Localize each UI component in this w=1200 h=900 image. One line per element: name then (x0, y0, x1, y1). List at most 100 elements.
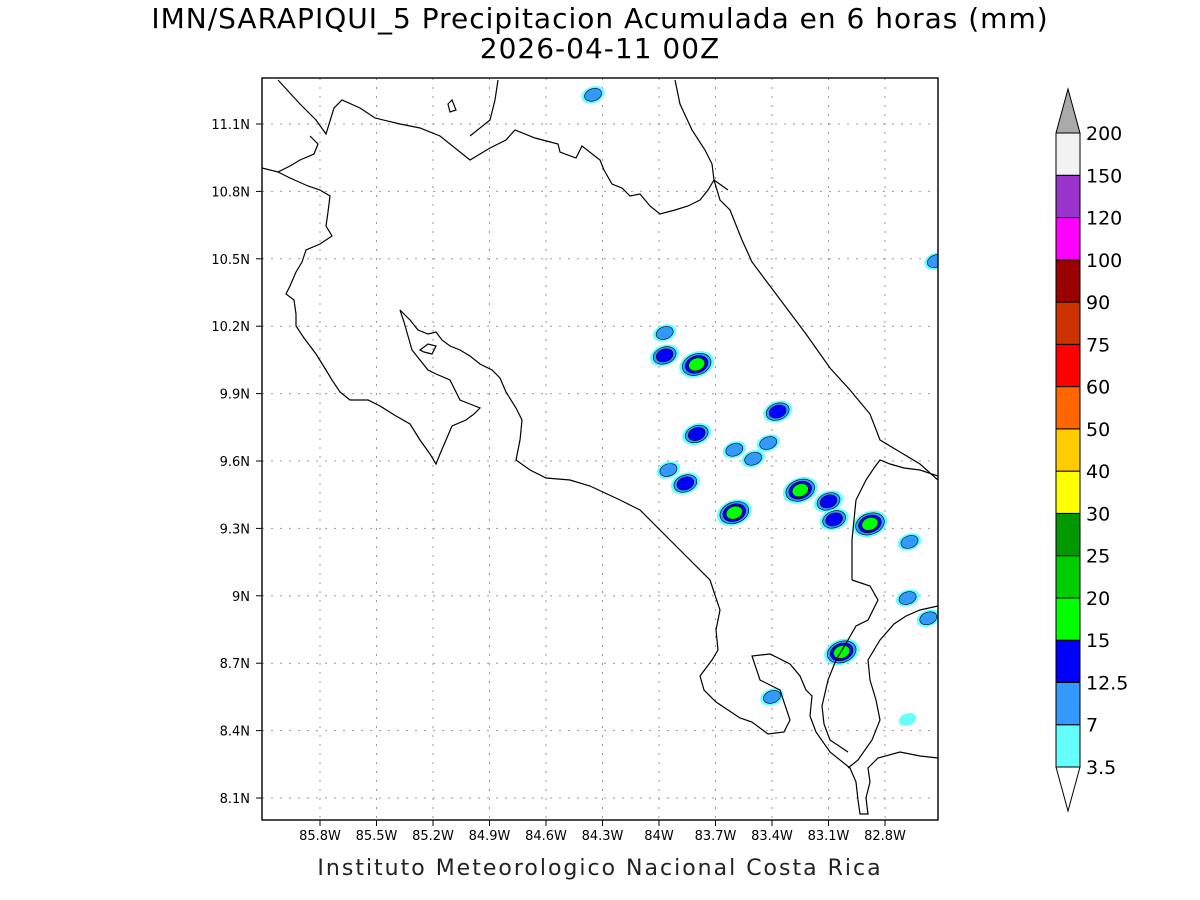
precip-cell (824, 638, 860, 666)
colorbar-level-label: 30 (1086, 503, 1110, 525)
precip-contour (688, 357, 706, 372)
colorbar-level-label: 200 (1086, 123, 1122, 145)
precip-contour (791, 483, 809, 498)
lat-tick-label: 8.1N (220, 792, 250, 807)
colorbar-level-label: 7 (1086, 715, 1098, 737)
precip-cell (813, 490, 844, 513)
precip-contour (655, 348, 674, 363)
lon-tick-label: 84.3W (582, 829, 624, 844)
colorbar-swatch (1055, 512, 1081, 557)
panama-border (851, 459, 938, 580)
precipitation-contours (581, 86, 938, 726)
latitude-axis: 11.1N 10.8N 10.5N 10.2N 9.9N 9.6N 9.3N 9N 8.7N 8.… (211, 118, 262, 807)
lon-tick-label: 85.8W (299, 829, 341, 844)
lat-tick-label: 9.9N (220, 388, 250, 403)
precip-cell (819, 508, 849, 531)
precip-cell (653, 324, 677, 342)
precip-cell (916, 609, 938, 627)
precip-contour (768, 404, 787, 419)
colorbar-swatch (1055, 681, 1081, 726)
credit-footer: Instituto Meteorologico Nacional Costa R… (317, 856, 883, 881)
colorbar-level-label: 12.5 (1086, 672, 1128, 694)
golfo-dulce-border (821, 579, 879, 753)
colorbar-swatch (1055, 555, 1081, 599)
precip-contour (759, 436, 778, 450)
precip-contour (659, 463, 678, 477)
colorbar-swatch (1055, 259, 1081, 303)
precip-cell (656, 461, 681, 479)
colorbar-swatch (1055, 724, 1081, 768)
lon-tick-label: 84.6W (525, 829, 567, 844)
colorbar-swatch (1055, 132, 1081, 176)
lon-tick-label: 83.4W (751, 829, 793, 844)
colorbar-level-label: 150 (1086, 165, 1122, 187)
lon-tick-label: 84W (644, 829, 674, 844)
coastline-borders (262, 79, 938, 815)
precip-cell (898, 712, 917, 726)
lat-tick-label: 8.4N (220, 725, 250, 740)
colorbar-level-label: 100 (1086, 250, 1122, 272)
precip-contour (819, 494, 838, 509)
colorbar: 3.5 7 12.5 15 20 25 30 40 50 60 75 90 100 120 150 200 (1055, 87, 1128, 813)
precip-contour (655, 326, 674, 340)
colorbar-level-label: 50 (1086, 419, 1110, 441)
colorbar-swatch (1055, 174, 1081, 219)
precip-cell (895, 589, 920, 607)
colorbar-level-label: 120 (1086, 208, 1122, 230)
colorbar-swatch (1055, 343, 1081, 388)
precip-contour (898, 591, 917, 605)
precip-cell (763, 400, 793, 423)
map-valid-time: 2026-04-11 00Z (479, 32, 721, 65)
map-title: IMN/SARAPIQUI_5 Precipitacion Acumulada … (151, 2, 1049, 35)
lon-tick-label: 85.5W (356, 829, 398, 844)
colorbar-swatch (1055, 470, 1081, 514)
colorbar-swatch (1055, 639, 1081, 683)
lat-tick-label: 9N (232, 590, 250, 605)
lake-nicaragua-west (262, 135, 319, 173)
nicoya-gulf (399, 309, 938, 815)
colorbar-swatch (1055, 386, 1081, 430)
colorbar-level-label: 3.5 (1086, 757, 1116, 779)
longitude-axis: 85.8W 85.5W 85.2W 84.9W 84.6W 84.3W 84W 83.7W 83… (299, 820, 906, 844)
lat-tick-label: 9.3N (220, 522, 250, 537)
precip-cell (670, 472, 700, 495)
precip-cell (581, 86, 605, 104)
colorbar-level-label: 25 (1086, 546, 1110, 568)
lat-tick-label: 9.6N (220, 455, 250, 470)
precip-contour (676, 476, 695, 491)
colorbar-level-label: 60 (1086, 377, 1110, 399)
precip-contour (584, 88, 602, 102)
lat-tick-label: 10.5N (211, 253, 250, 268)
precip-cell (679, 351, 715, 378)
precip-contour (688, 427, 706, 441)
lon-tick-label: 82.8W (864, 829, 906, 844)
precip-contour (898, 712, 917, 726)
precip-cell (650, 344, 680, 367)
caribbean-north (469, 79, 499, 137)
colorbar-under-arrow (1055, 766, 1081, 813)
precip-contour (725, 505, 743, 520)
precip-cell (852, 510, 888, 538)
precip-cell (682, 423, 712, 446)
colorbar-level-label: 90 (1086, 292, 1110, 314)
colorbar-swatch (1055, 597, 1081, 641)
pacific-coast-guanacaste (277, 171, 482, 466)
precip-contour (919, 611, 938, 626)
colorbar-swatch (1055, 217, 1081, 261)
precip-cell (756, 434, 780, 452)
precip-cell (760, 688, 784, 706)
lat-tick-label: 10.8N (211, 185, 250, 200)
precip-contour (763, 690, 781, 704)
lake-nicaragua-shore (277, 79, 729, 215)
precip-contour (744, 451, 762, 466)
small-island (447, 98, 457, 113)
colorbar-level-label: 75 (1086, 334, 1110, 356)
map-gridlines (262, 78, 938, 820)
precip-cell (741, 450, 765, 468)
colorbar-over-arrow (1055, 87, 1081, 134)
precip-cell (897, 533, 922, 551)
precip-cell (716, 499, 752, 527)
lon-tick-label: 83.1W (808, 829, 850, 844)
colorbar-level-label: 15 (1086, 630, 1110, 652)
